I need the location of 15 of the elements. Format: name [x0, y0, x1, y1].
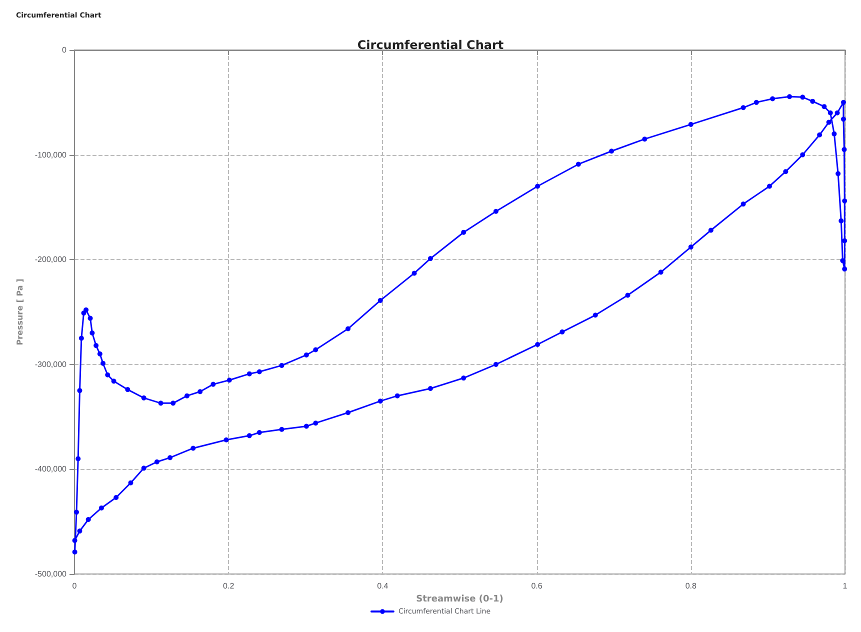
y-tick-label: -400,000 — [34, 464, 68, 474]
x-tick-label: 0.2 — [223, 582, 235, 590]
y-axis-title: Pressure [ Pa ] — [16, 278, 24, 346]
x-axis-title: Streamwise (0-1) — [416, 594, 504, 604]
x-tick-label: 0.4 — [377, 582, 389, 590]
y-tick-label: 0 — [62, 46, 68, 54]
y-tick-label: -200,000 — [34, 255, 68, 264]
x-tick-label: 0.6 — [531, 582, 543, 590]
y-tick-label: -100,000 — [34, 150, 68, 160]
y-tick-label: -500,000 — [34, 570, 68, 578]
x-tick-label: 0.8 — [685, 582, 698, 590]
x-tick-label: 1 — [842, 582, 848, 590]
y-tick-label: -300,000 — [34, 360, 68, 369]
x-tick-label: 0 — [72, 582, 78, 590]
chart-title: Circumferential Chart — [357, 38, 504, 52]
